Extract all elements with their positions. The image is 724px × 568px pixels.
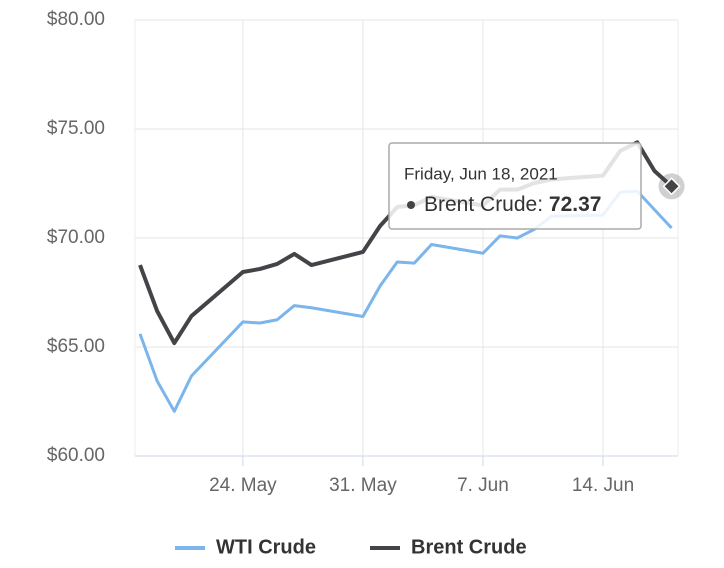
- y-tick-label: $80.00: [47, 9, 105, 30]
- tooltip-header: Friday, Jun 18, 2021: [404, 164, 558, 183]
- tooltip-line: Brent Crude: 72.37: [424, 193, 601, 216]
- tooltip-bullet: [407, 201, 415, 209]
- legend-label[interactable]: WTI Crude: [216, 536, 316, 558]
- hover-marker: [662, 177, 681, 196]
- x-tick-label: 31. May: [329, 475, 397, 496]
- y-tick-label: $60.00: [47, 445, 105, 466]
- tooltip: Friday, Jun 18, 2021 Brent Crude: 72.37: [388, 142, 642, 230]
- tooltip-separator: :: [537, 193, 549, 216]
- y-tick-label: $75.00: [47, 118, 105, 139]
- tooltip-box: [388, 142, 642, 230]
- x-tick-label: 24. May: [209, 475, 277, 496]
- y-tick-label: $70.00: [47, 227, 105, 248]
- tooltip-value: 72.37: [549, 193, 602, 216]
- y-tick-label: $65.00: [47, 336, 105, 357]
- x-tick-label: 14. Jun: [572, 475, 634, 496]
- x-tick-label: 7. Jun: [457, 475, 509, 496]
- tooltip-series-name: Brent Crude: [424, 193, 537, 216]
- legend-label[interactable]: Brent Crude: [411, 536, 527, 558]
